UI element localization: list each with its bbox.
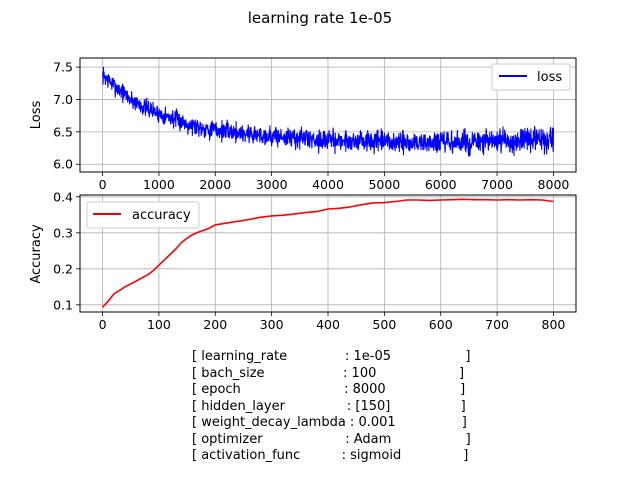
x-tick-label: 0 <box>99 317 107 332</box>
param-line: [ epoch : 8000 ] <box>192 382 466 397</box>
param-line: [ bach_size : 100 ] <box>192 365 465 381</box>
series-line-loss <box>102 66 555 157</box>
x-tick-label: 8000 <box>538 177 570 192</box>
accuracy-ticks: 0 100 200 300 400 500 600 700 800 0.1 0.2 0.3 0.4 <box>53 189 565 332</box>
x-tick-label: 400 <box>316 317 340 332</box>
y-tick-label: 0.4 <box>53 189 73 204</box>
figure-title: learning rate 1e-05 <box>248 9 392 27</box>
x-tick-label: 200 <box>203 317 227 332</box>
x-tick-label: 100 <box>147 317 171 332</box>
x-tick-label: 700 <box>485 317 509 332</box>
y-tick-label: 7.0 <box>53 92 73 107</box>
x-tick-label: 5000 <box>368 177 400 192</box>
param-line: [ optimizer : Adam ] <box>192 431 471 447</box>
param-line: [ hidden_layer : [150] ] <box>192 398 466 414</box>
x-tick-label: 7000 <box>481 177 513 192</box>
x-tick-label: 3000 <box>256 177 288 192</box>
loss-legend-label: loss <box>537 70 562 85</box>
accuracy-plot-area <box>101 198 554 308</box>
parameters-block: [ learning_rate : 1e-05 ] [ bach_size : … <box>192 349 471 465</box>
param-line: [ activation_func : sigmoid ] <box>192 448 469 463</box>
loss-ylabel: Loss <box>29 101 44 130</box>
x-tick-label: 2000 <box>199 177 231 192</box>
x-tick-label: 500 <box>372 317 396 332</box>
loss-ticks: 0 1000 2000 3000 4000 5000 6000 7000 8000 6.0 6.5 7… <box>53 60 569 192</box>
loss-axes: 0 1000 2000 3000 4000 5000 6000 7000 8000 6.0 6.5 7… <box>29 57 577 192</box>
loss-plot-area <box>102 66 555 157</box>
accuracy-ylabel: Accuracy <box>29 224 44 284</box>
x-tick-label: 600 <box>429 317 453 332</box>
loss-legend: loss <box>491 63 571 91</box>
x-tick-label: 6000 <box>425 177 457 192</box>
y-tick-label: 0.2 <box>53 261 73 276</box>
series-line-accuracy <box>101 198 554 308</box>
x-tick-label: 0 <box>99 177 107 192</box>
x-tick-label: 4000 <box>312 177 344 192</box>
accuracy-grid <box>80 195 576 312</box>
x-tick-label: 300 <box>260 317 284 332</box>
x-tick-label: 800 <box>542 317 566 332</box>
param-line: [ learning_rate : 1e-05 ] <box>192 349 471 364</box>
loss-grid <box>80 58 576 172</box>
accuracy-axes: 0 100 200 300 400 500 600 700 800 0.1 0.2 0.3 0.4 Ac… <box>29 189 577 332</box>
param-line: [ weight_decay_lambda : 0.001 ] <box>192 415 467 430</box>
y-tick-label: 0.1 <box>53 297 73 312</box>
y-tick-label: 6.0 <box>53 157 73 172</box>
y-tick-label: 6.5 <box>53 124 73 139</box>
y-tick-label: 0.3 <box>53 225 73 240</box>
y-tick-label: 7.5 <box>53 60 73 75</box>
x-tick-label: 1000 <box>143 177 175 192</box>
accuracy-legend-label: accuracy <box>132 208 191 223</box>
accuracy-legend: accuracy <box>86 201 200 229</box>
